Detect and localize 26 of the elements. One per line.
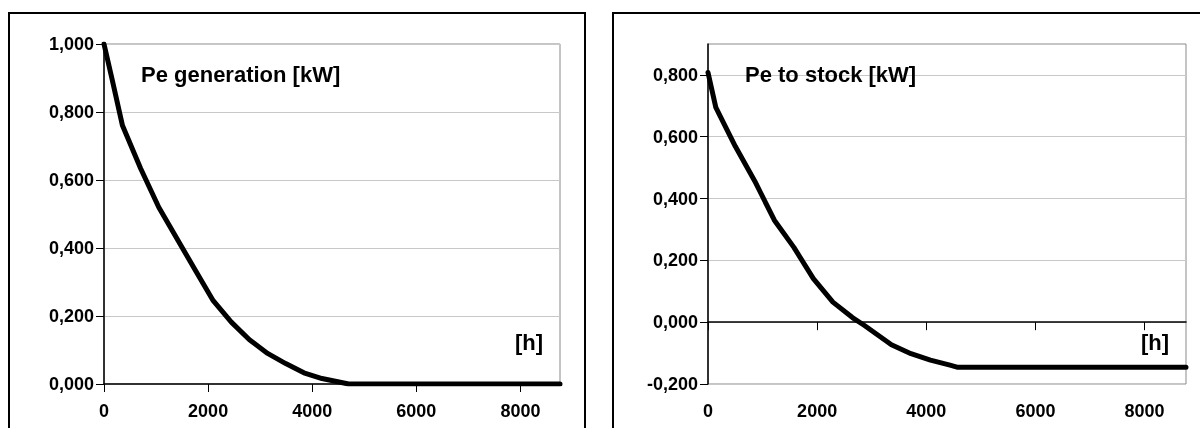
x-tick-label: 4000 [292, 401, 333, 421]
y-tick-label: 0,600 [48, 170, 94, 190]
y-tick-label: 0,200 [652, 250, 698, 271]
x-tick-label: 2000 [797, 401, 838, 421]
y-tick-label: -0,200 [646, 374, 698, 394]
y-tick-label: 0,600 [652, 126, 698, 147]
y-tick-label: 0,400 [652, 188, 698, 209]
y-tick-label: 0,400 [48, 238, 94, 258]
x-tick-label: 8000 [1124, 401, 1165, 421]
y-tick-label: 0,800 [652, 64, 698, 85]
x-tick-label: 0 [98, 401, 110, 421]
y-tick-label: 0,800 [48, 102, 94, 122]
y-tick-label: 1,000 [48, 34, 94, 54]
x-tick-label: 4000 [906, 401, 947, 421]
x-axis-title: [h] [1140, 329, 1169, 355]
y-tick-label: 0,000 [48, 374, 94, 394]
x-tick-label: 6000 [396, 401, 437, 421]
x-tick-label: 8000 [500, 401, 541, 421]
x-tick-label: 0 [702, 401, 714, 421]
x-tick-label: 6000 [1015, 401, 1056, 421]
x-axis-title: [h] [514, 329, 543, 355]
y-tick-label: 0,200 [48, 306, 94, 326]
y-tick-label: 0,000 [652, 312, 698, 333]
x-tick-label: 2000 [188, 401, 229, 421]
text: Pe to stock [kW] [745, 61, 917, 87]
text: Pe generation [kW] [141, 61, 341, 87]
